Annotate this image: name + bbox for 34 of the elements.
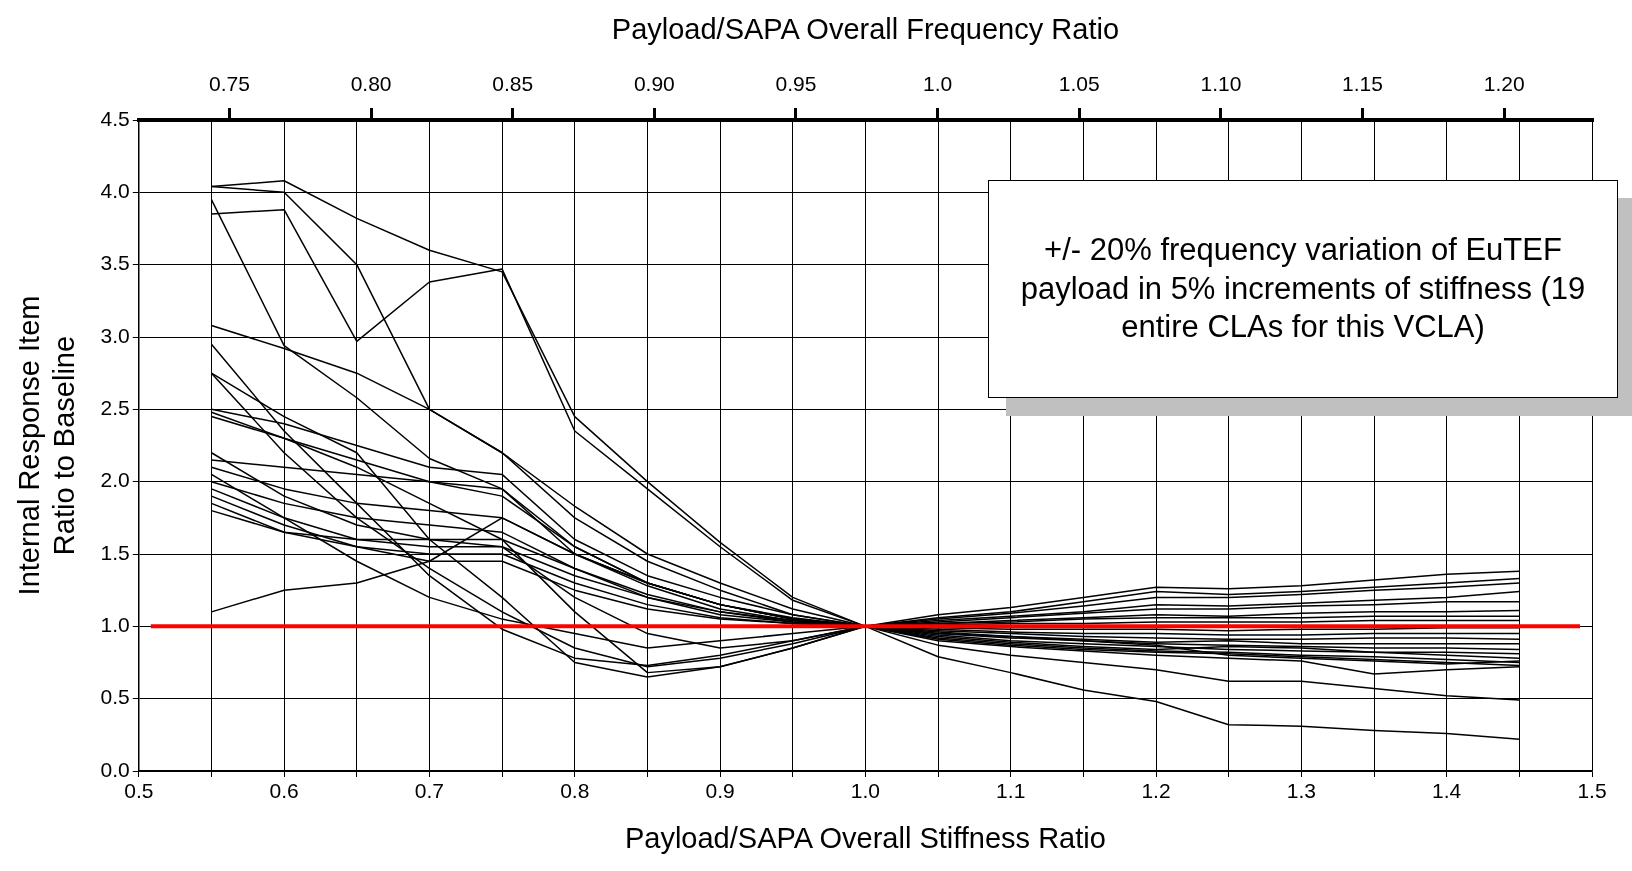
y-tick-label: 2.0 <box>100 468 130 492</box>
x2-tick-label: 1.10 <box>1200 72 1242 96</box>
x2-tick-label: 1.15 <box>1342 72 1383 96</box>
y-tick-label: 3.0 <box>100 323 130 347</box>
x2-tick-label: 0.85 <box>492 72 534 96</box>
x2-tick-label: 0.80 <box>350 72 392 96</box>
y-tick-label: 0.5 <box>100 685 130 709</box>
x-tick-label: 0.5 <box>124 779 154 803</box>
x-tick-label: 1.4 <box>1432 779 1462 803</box>
y-axis-title: Internal Response Item Ratio to Baseline <box>13 295 81 596</box>
x-tick-label: 0.6 <box>269 779 299 803</box>
x2-tick-label: 0.95 <box>775 72 817 96</box>
x-tick-label: 0.8 <box>560 779 590 803</box>
x2-tick-label: 0.90 <box>633 72 675 96</box>
y-tick-label: 3.5 <box>100 251 130 275</box>
x-tick-label: 1.2 <box>1141 779 1171 803</box>
y-tick-label: 2.5 <box>100 396 130 420</box>
x2-tick-label: 1.05 <box>1058 72 1100 96</box>
x2-tick-label: 0.75 <box>209 72 250 96</box>
x-axis-title: Payload/SAPA Overall Stiffness Ratio <box>624 821 1106 854</box>
x-tick-label: 1.0 <box>850 779 880 803</box>
x2-tick-label: 1.20 <box>1483 72 1525 96</box>
x-tick-label: 1.3 <box>1286 779 1316 803</box>
x-tick-label: 1.1 <box>996 779 1026 803</box>
x2-axis-title: Payload/SAPA Overall Frequency Ratio <box>611 13 1120 46</box>
y-tick-label: 0.0 <box>100 757 130 781</box>
x-tick-label: 0.9 <box>705 779 735 803</box>
y-tick-label: 1.0 <box>100 613 130 637</box>
y-tick-label: 4.0 <box>100 179 130 203</box>
x-tick-label: 0.7 <box>414 779 445 803</box>
x2-tick-label: 1.0 <box>923 72 953 96</box>
y-tick-label: 4.5 <box>100 106 130 130</box>
x-tick-label: 1.5 <box>1577 779 1607 803</box>
y-tick-label: 1.5 <box>100 540 130 564</box>
